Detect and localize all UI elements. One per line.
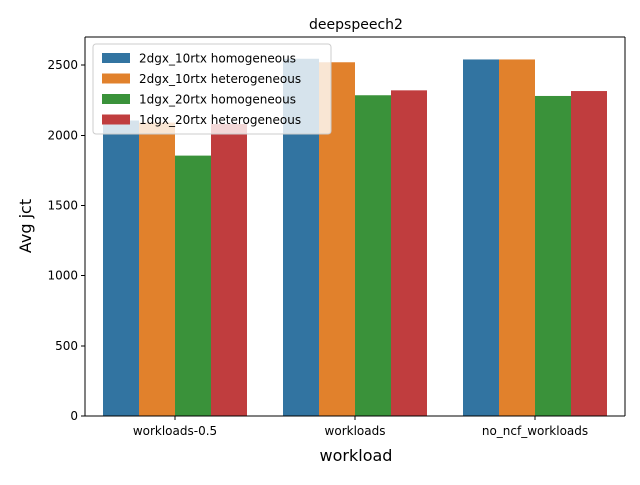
chart-title: deepspeech2 bbox=[309, 17, 403, 33]
legend-swatch bbox=[102, 53, 130, 63]
y-tick-label: 1000 bbox=[47, 269, 78, 283]
bar-workloads-0.5-series-3 bbox=[211, 124, 247, 416]
x-tick-label: workloads bbox=[325, 424, 386, 438]
legend-label: 2dgx_10rtx homogeneous bbox=[139, 52, 296, 66]
x-ticks-group: workloads-0.5 workloads no_ncf_workloads bbox=[133, 416, 588, 438]
bar-no_ncf_workloads-series-1 bbox=[499, 59, 535, 417]
legend-label: 2dgx_10rtx heterogeneous bbox=[139, 72, 301, 86]
legend-box bbox=[92, 43, 332, 135]
legend-swatch bbox=[102, 73, 130, 84]
y-tick-label: 2500 bbox=[47, 58, 78, 72]
x-axis-title: workload bbox=[320, 446, 393, 465]
bar-workloads-0.5-series-0 bbox=[103, 120, 139, 417]
y-tick-label: 0 bbox=[70, 409, 78, 423]
y-tick-label: 500 bbox=[55, 339, 78, 353]
bar-no_ncf_workloads-series-0 bbox=[463, 59, 499, 417]
bar-workloads-series-3 bbox=[391, 90, 427, 416]
legend: 2dgx_10rtx homogeneous 2dgx_10rtx heterog… bbox=[92, 43, 332, 135]
bar-workloads-series-2 bbox=[355, 95, 391, 416]
y-tick-label: 2000 bbox=[47, 128, 78, 142]
y-ticks-group: 0 500 1000 1500 2000 2500 bbox=[47, 58, 85, 423]
legend-label: 1dgx_20rtx homogeneous bbox=[139, 93, 296, 107]
y-tick-label: 1500 bbox=[47, 198, 78, 212]
bar-no_ncf_workloads-series-3 bbox=[571, 91, 607, 416]
legend-swatch bbox=[102, 94, 130, 104]
legend-label: 1dgx_20rtx heterogeneous bbox=[139, 113, 301, 127]
y-axis-title: Avg jct bbox=[16, 199, 35, 253]
bar-workloads-0.5-series-1 bbox=[139, 122, 175, 416]
x-tick-label: no_ncf_workloads bbox=[482, 424, 588, 438]
bar-no_ncf_workloads-series-2 bbox=[535, 95, 571, 417]
legend-swatch bbox=[102, 114, 130, 125]
x-tick-label: workloads-0.5 bbox=[133, 424, 217, 438]
bar-workloads-0.5-series-2 bbox=[175, 155, 211, 417]
